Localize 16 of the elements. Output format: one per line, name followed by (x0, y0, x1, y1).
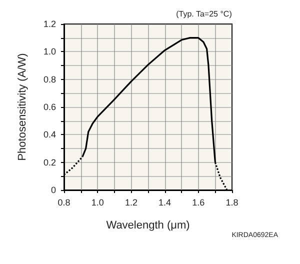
y-tick-label: 1.0 (43, 46, 56, 57)
x-tick-label: 1.6 (192, 198, 205, 208)
x-axis-title: Wavelength (μm) (106, 220, 190, 232)
y-tick-label: 0.2 (43, 157, 56, 168)
y-tick-label: 0.6 (43, 102, 56, 112)
x-tick-label: 1.0 (91, 198, 104, 208)
y-tick-label: 0.8 (43, 74, 56, 84)
text: (Typ. Ta=25 °C) (176, 10, 232, 18)
y-tick-label: 0 (50, 185, 56, 195)
y-tick-label: 1.2 (43, 19, 56, 29)
x-tick-label: 1.4 (158, 198, 172, 208)
y-axis-title: Photosensitivity (A/W) (16, 53, 28, 161)
x-tick-label: 1.2 (124, 198, 138, 208)
y-tick-label: 0.4 (43, 130, 56, 140)
x-tick-label: 1.8 (226, 198, 238, 208)
x-tick-label: 0.8 (58, 198, 70, 208)
